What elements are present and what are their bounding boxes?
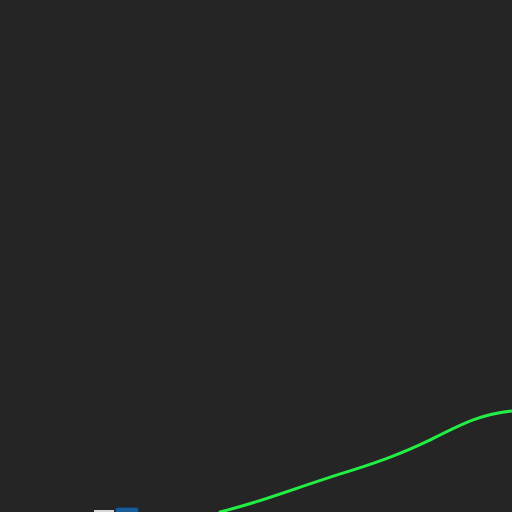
node-stub: [94, 510, 114, 512]
connection-curve[interactable]: [218, 409, 512, 512]
node-handle[interactable]: [115, 507, 139, 512]
